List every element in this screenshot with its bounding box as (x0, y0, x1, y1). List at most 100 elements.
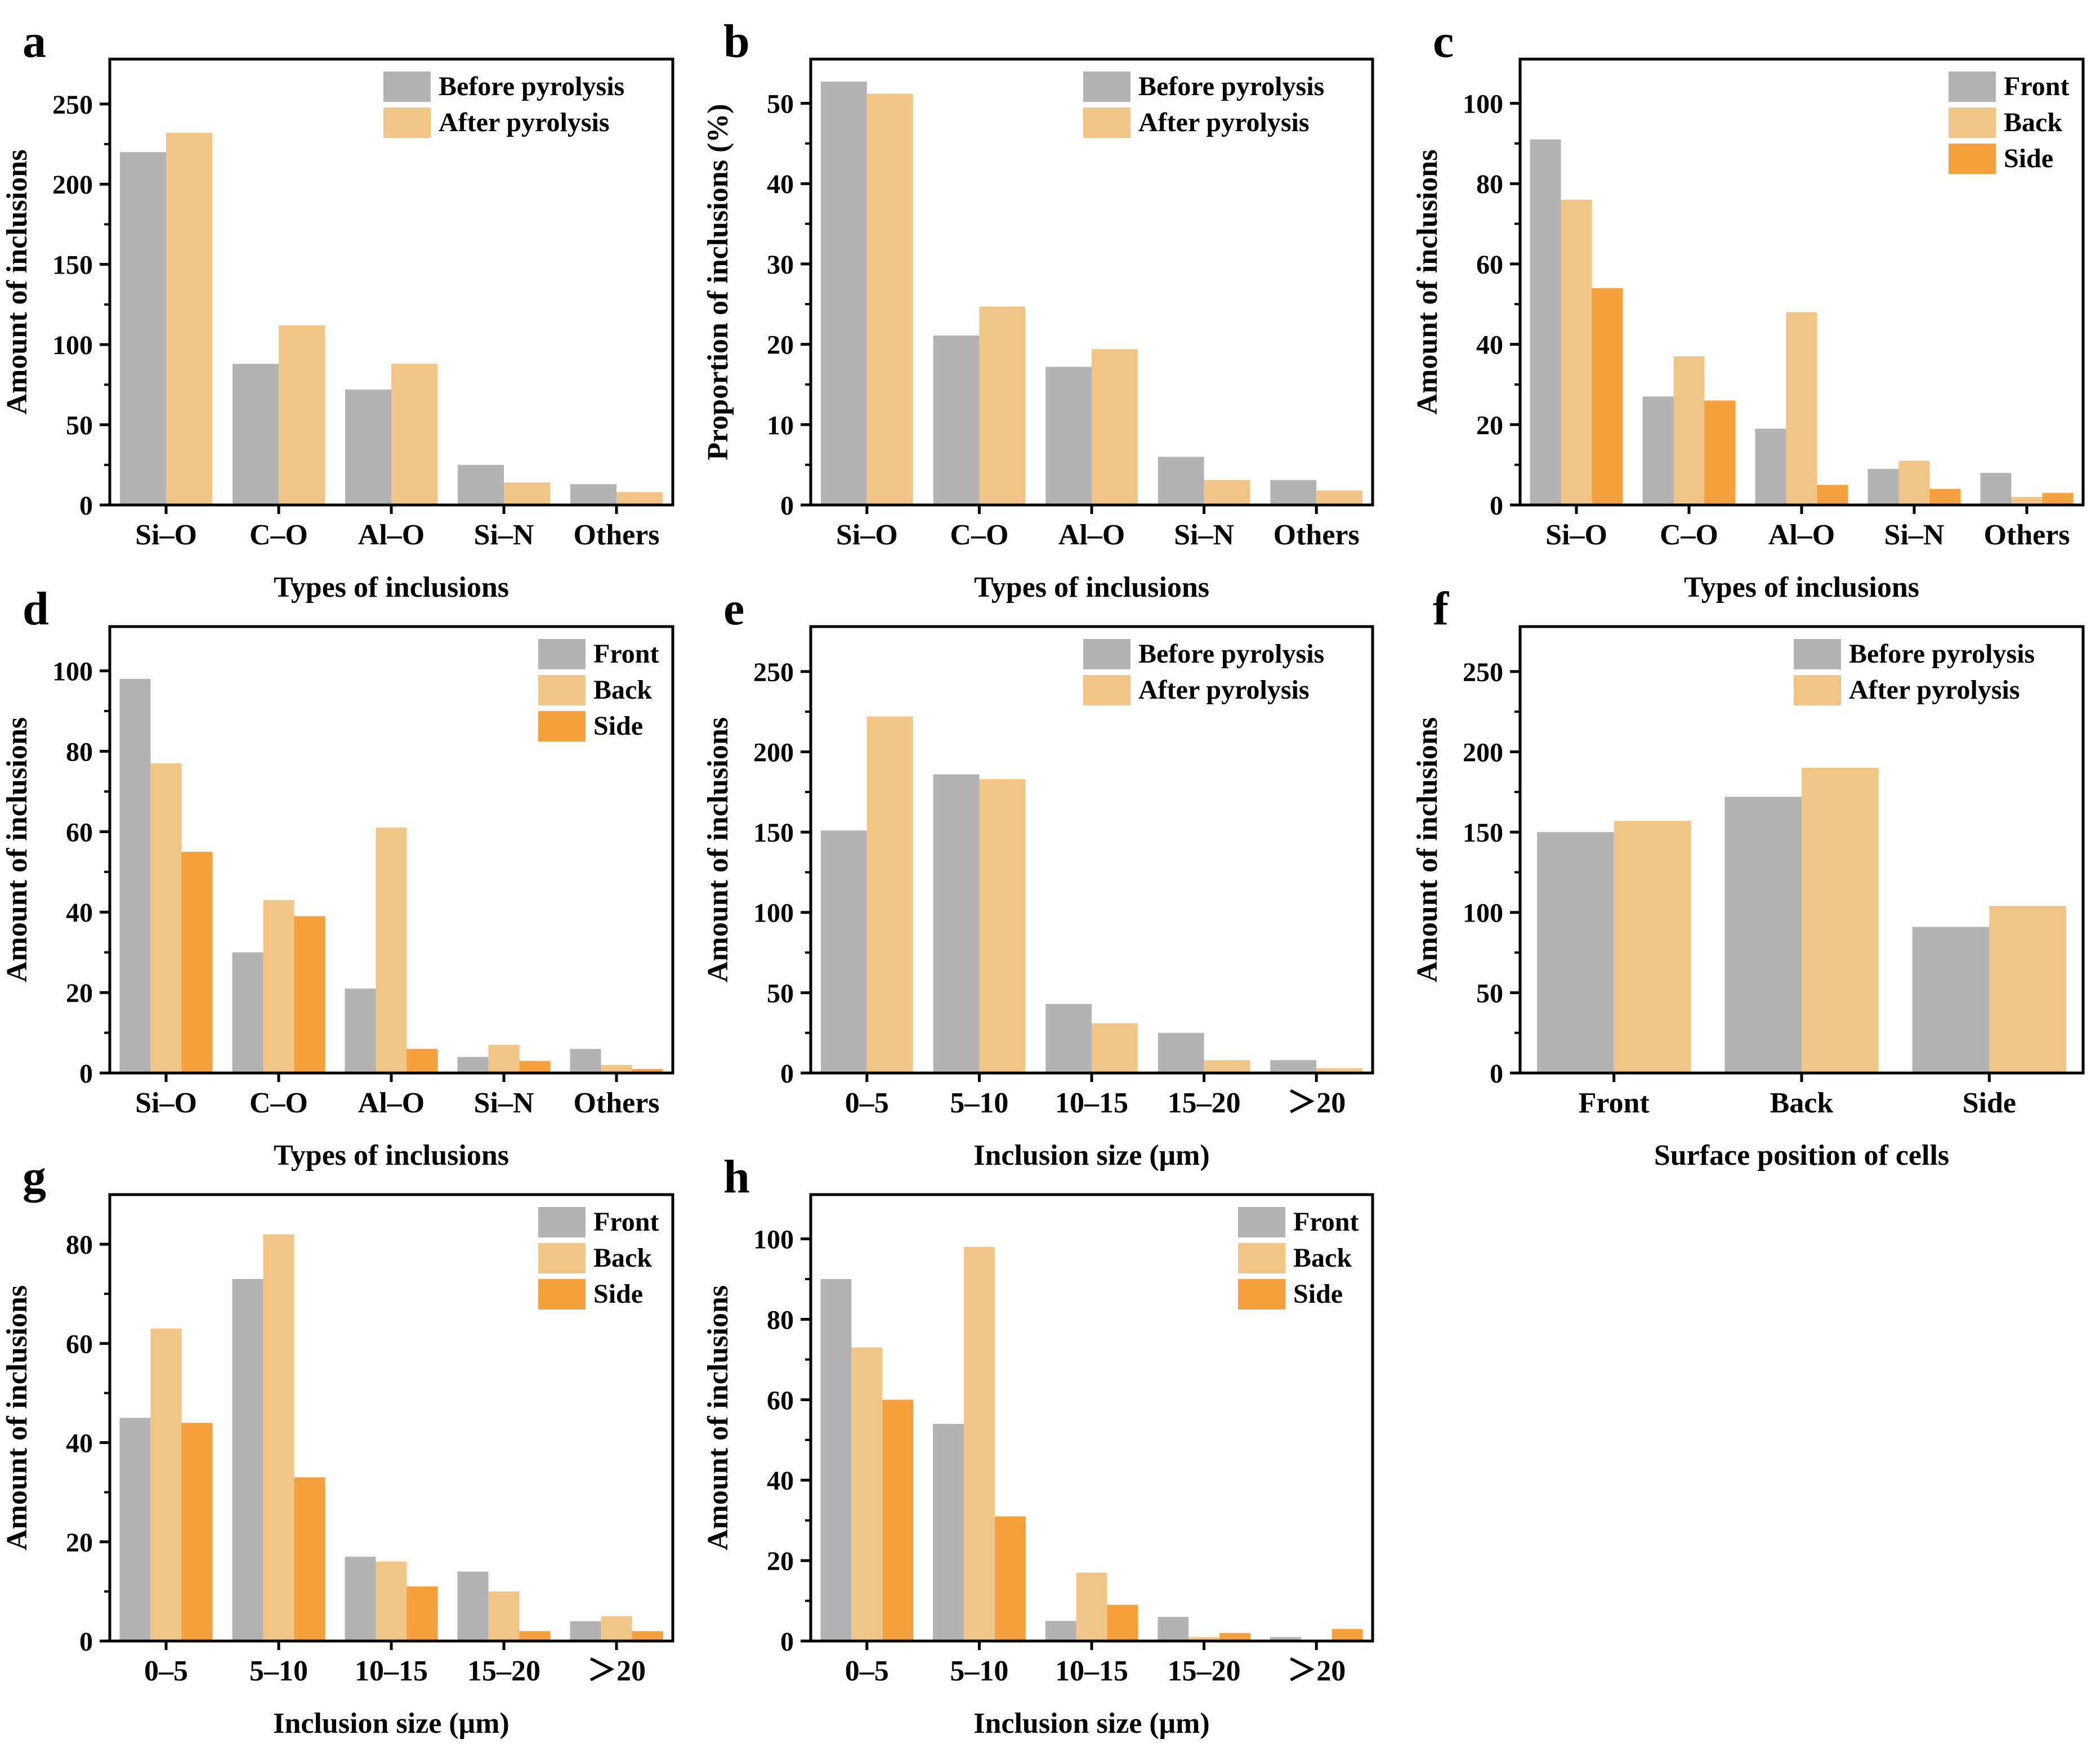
legend-swatch (538, 1243, 586, 1273)
bar-back-4 (601, 1065, 632, 1073)
panel-h: h 0 20 40 60 80 100 0–5 5–10 10–15 15–20 ＞20 Inclusi… (702, 1151, 1374, 1740)
x-tick-label: Al–O (358, 1087, 425, 1119)
legend-swatch (1238, 1279, 1285, 1309)
y-tick-label: 40 (767, 169, 794, 199)
bar-front-2 (1045, 1621, 1076, 1641)
x-axis-label: Inclusion size (μm) (973, 1139, 1209, 1172)
legend-label: After pyrolysis (1849, 675, 2020, 705)
x-axis-label: Inclusion size (μm) (273, 1707, 509, 1740)
x-tick-label: 5–10 (950, 1087, 1008, 1119)
y-tick-label: 80 (1476, 169, 1503, 199)
y-tick-label: 40 (1476, 330, 1503, 360)
x-tick-label: 0–5 (144, 1655, 188, 1687)
bar-before-pyrolysis-4 (1270, 480, 1317, 505)
y-tick-label: 50 (767, 978, 794, 1008)
bar-back-3 (1188, 1637, 1220, 1641)
x-tick-label: C–O (950, 519, 1008, 551)
bar-side-2 (1817, 485, 1848, 505)
bar-before-pyrolysis-0 (820, 830, 867, 1073)
bar-back-2 (1076, 1572, 1107, 1641)
y-axis-label: Amount of inclusions (702, 1285, 734, 1550)
bar-side-3 (519, 1631, 551, 1641)
legend-swatch (1794, 639, 1841, 669)
legend-swatch (1949, 144, 1996, 174)
bar-side-3 (1219, 1633, 1250, 1641)
bar-before-pyrolysis-1 (933, 774, 980, 1073)
bar-after-pyrolysis-3 (504, 482, 550, 505)
x-tick-label: Si–O (1545, 519, 1607, 551)
legend-swatch (538, 639, 586, 669)
y-tick-label: 150 (1463, 818, 1503, 848)
y-tick-label: 0 (1490, 491, 1503, 521)
bar-front-0 (119, 1418, 151, 1641)
bar-front-0 (1530, 139, 1561, 505)
legend-swatch (1794, 675, 1841, 705)
y-axis-label: Amount of inclusions (1411, 150, 1444, 415)
y-axis-label: Amount of inclusions (1, 1285, 33, 1550)
legend-label: After pyrolysis (1138, 675, 1310, 705)
legend-swatch (1238, 1243, 1285, 1273)
legend-label: Back (1293, 1243, 1352, 1273)
bar-side-0 (1592, 288, 1623, 505)
legend-label: Before pyrolysis (439, 71, 624, 101)
bar-before-pyrolysis-2 (1045, 366, 1092, 505)
bar-side-0 (181, 852, 213, 1073)
bar-side-1 (294, 1477, 325, 1641)
bar-front-4 (570, 1621, 601, 1641)
legend-swatch (1083, 108, 1131, 138)
y-tick-label: 0 (79, 1627, 93, 1657)
x-axis-label: Surface position of cells (1654, 1139, 1949, 1172)
bar-before-pyrolysis-4 (570, 484, 616, 505)
bar-before-pyrolysis-3 (1158, 1032, 1204, 1073)
legend-label: Before pyrolysis (1849, 639, 2035, 669)
x-tick-label: Others (1274, 519, 1360, 551)
bar-after-pyrolysis-2 (391, 364, 437, 505)
y-tick-label: 150 (52, 251, 93, 280)
legend-swatch (1083, 71, 1131, 102)
x-tick-label: 10–15 (1055, 1655, 1128, 1687)
legend-label: Side (593, 711, 643, 741)
x-tick-label: 15–20 (1168, 1655, 1241, 1687)
legend-swatch (1949, 71, 1996, 102)
bar-before-pyrolysis-1 (933, 335, 980, 505)
panel-label: g (23, 1151, 46, 1203)
x-tick-label: Si–N (474, 519, 534, 551)
panel-f: f 0 50 100 150 200 250 Front Back Side Surface pos… (1411, 583, 2085, 1172)
y-tick-label: 100 (1463, 898, 1503, 928)
legend-label: Before pyrolysis (1138, 639, 1324, 669)
bar-front-2 (1755, 428, 1786, 505)
legend-swatch (383, 71, 431, 102)
bar-after-pyrolysis-3 (1204, 1060, 1250, 1073)
y-tick-label: 60 (1476, 250, 1503, 280)
legend-swatch (538, 711, 586, 741)
panel-a: a 0 50 100 150 200 250 Si–O C–O Al–O Si–N Others Typ… (1, 15, 674, 603)
panel-label: d (23, 583, 49, 635)
x-tick-label: 15–20 (1168, 1087, 1241, 1119)
bar-before-pyrolysis-1 (1724, 797, 1802, 1073)
legend-label: Front (2004, 71, 2069, 101)
y-tick-label: 30 (767, 250, 794, 280)
bar-side-3 (519, 1061, 551, 1073)
bar-back-4 (601, 1616, 632, 1641)
bar-after-pyrolysis-1 (279, 325, 325, 505)
panel-label: b (723, 15, 750, 68)
panel-b: b 0 10 20 30 40 50 Si–O C–O Al–O Si–N Others Types o… (702, 15, 1374, 603)
bar-back-2 (1786, 312, 1817, 505)
bar-after-pyrolysis-3 (1204, 480, 1250, 505)
x-axis-label: Types of inclusions (1684, 571, 1919, 603)
y-axis-label: Amount of inclusions (1, 717, 33, 982)
x-tick-label: Others (573, 519, 659, 551)
legend-label: Front (593, 1207, 659, 1237)
x-tick-label: 15–20 (467, 1655, 540, 1687)
bar-back-0 (851, 1347, 883, 1641)
x-tick-label: Si–N (1174, 519, 1234, 551)
bar-front-2 (345, 1557, 376, 1641)
bar-back-3 (488, 1591, 520, 1641)
bar-front-4 (1270, 1637, 1301, 1641)
bar-front-1 (1642, 396, 1674, 505)
legend-swatch (383, 108, 431, 138)
bar-back-2 (376, 828, 407, 1073)
bar-before-pyrolysis-0 (820, 81, 867, 505)
x-tick-label: Si–O (135, 519, 197, 551)
x-tick-label: 0–5 (845, 1655, 889, 1687)
